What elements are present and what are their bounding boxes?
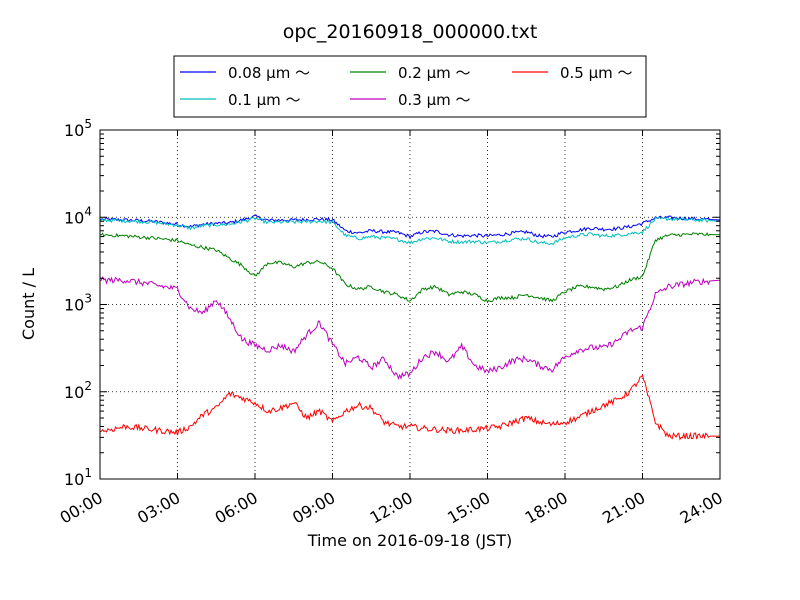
series-line-3 bbox=[100, 276, 721, 381]
y-tick-label: 101 bbox=[64, 466, 92, 489]
y-tick-labels: 101 102 103 104 105 bbox=[64, 117, 92, 489]
series-lines bbox=[99, 214, 721, 441]
legend-label: 0.3 μm ～ bbox=[398, 91, 471, 109]
legend: 0.08 μm ～ 0.1 μm ～ 0.2 μm ～ 0.3 μm ～ 0.5 μm … bbox=[173, 55, 647, 118]
series-line-1 bbox=[100, 216, 720, 246]
y-tick-label: 102 bbox=[64, 379, 92, 402]
x-axis-label: Time on 2016-09-18 (JST) bbox=[307, 531, 512, 550]
axis-ticks bbox=[99, 129, 721, 480]
chart-title: opc_20160918_000000.txt bbox=[283, 21, 538, 43]
legend-box bbox=[173, 55, 647, 118]
y-tick-label: 105 bbox=[64, 117, 92, 140]
grid bbox=[100, 130, 720, 479]
y-tick-label: 104 bbox=[64, 204, 92, 227]
legend-label: 0.1 μm ～ bbox=[228, 91, 301, 109]
y-tick-label: 103 bbox=[64, 292, 92, 315]
series-line-2 bbox=[100, 232, 721, 304]
y-axis-label: Count / L bbox=[19, 268, 38, 340]
legend-label: 0.08 μm ～ bbox=[228, 64, 310, 82]
legend-label: 0.5 μm ～ bbox=[560, 64, 633, 82]
legend-label: 0.2 μm ～ bbox=[398, 64, 471, 82]
series-line-0 bbox=[100, 214, 721, 240]
series-line-4 bbox=[99, 374, 720, 441]
